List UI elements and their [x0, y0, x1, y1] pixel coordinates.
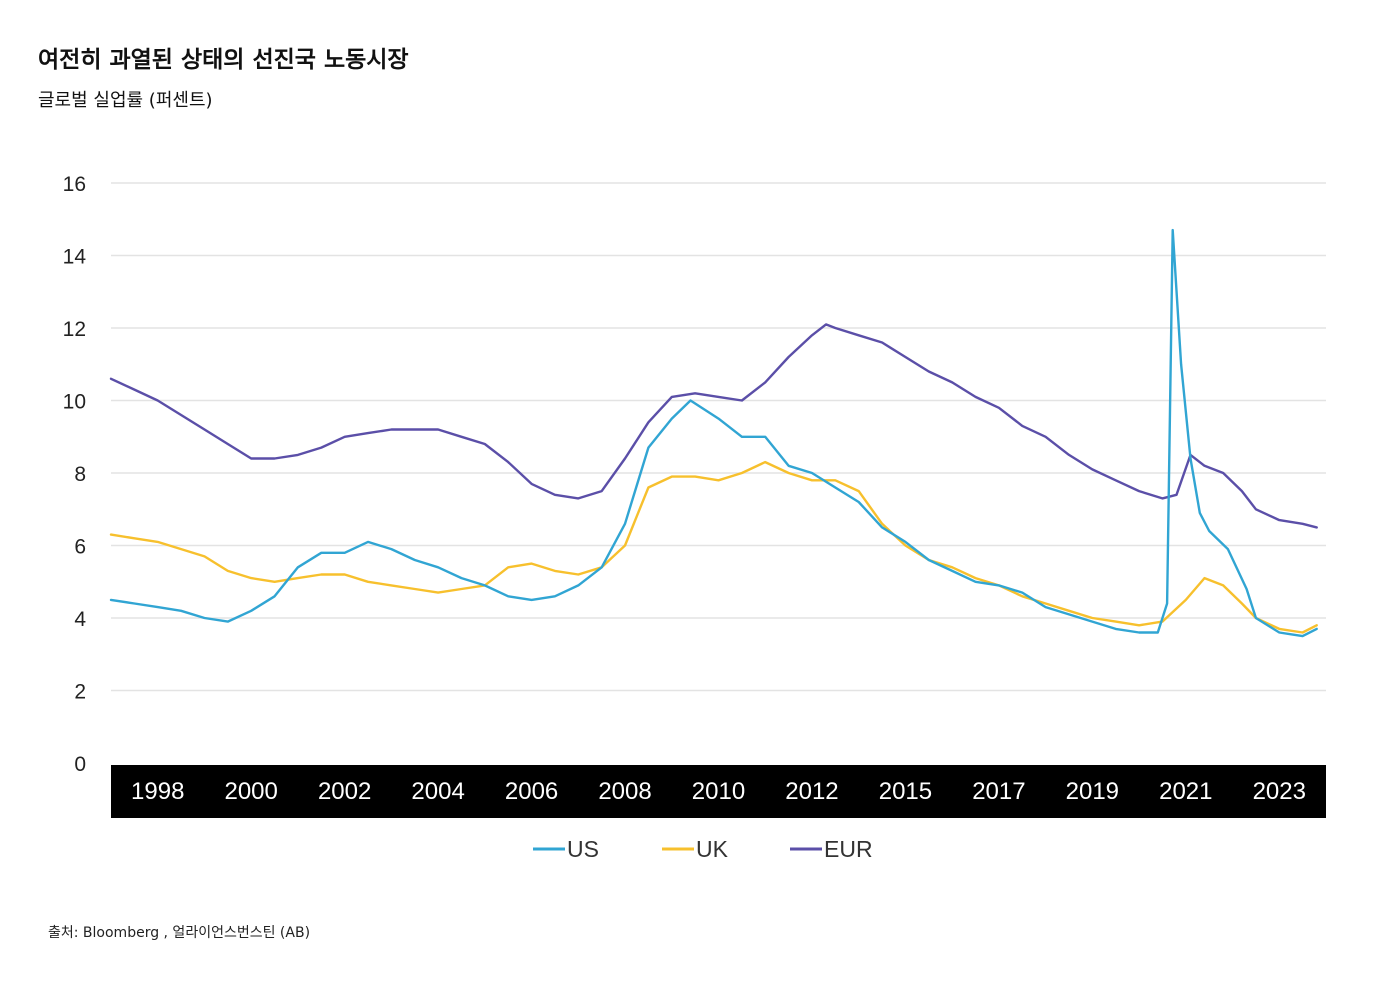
x-tick-label: 2008	[598, 778, 651, 805]
x-tick-label: 2017	[972, 778, 1025, 805]
x-tick-label: 2002	[318, 778, 371, 805]
source-note: 출처: Bloomberg , 얼라이언스번스틴 (AB)	[48, 925, 311, 941]
y-tick-label: 14	[63, 246, 87, 269]
y-tick-label: 10	[63, 391, 86, 414]
x-tick-label: 2004	[411, 778, 464, 805]
x-tick-label: 2019	[1066, 778, 1119, 805]
x-tick-label: 2015	[879, 778, 932, 805]
chart-subtitle: 글로벌 실업률 (퍼센트)	[38, 90, 213, 111]
legend-label-us: US	[567, 836, 599, 862]
y-tick-label: 6	[74, 536, 86, 559]
x-axis-band	[111, 765, 1326, 818]
line-chart: 0 2 4 6 8 10 12 14 16 1998 2000 2002 2004 2006 2008 201…	[63, 173, 1326, 862]
x-tick-label: 2023	[1253, 778, 1306, 805]
x-tick-label: 2021	[1159, 778, 1212, 805]
y-tick-label: 16	[63, 173, 86, 196]
series-line-eur	[109, 323, 1318, 529]
x-tick-label: 2010	[692, 778, 745, 805]
x-tick-label: 1998	[131, 778, 184, 805]
legend-label-eur: EUR	[824, 836, 873, 862]
y-tick-label: 4	[74, 608, 86, 631]
x-tick-label: 2006	[505, 778, 558, 805]
x-tick-label: 2000	[224, 778, 277, 805]
series-line-uk	[109, 460, 1318, 634]
y-tick-label: 0	[74, 753, 86, 776]
x-tick-label: 2012	[785, 778, 838, 805]
legend-label-uk: UK	[696, 836, 729, 862]
series-line-us	[109, 228, 1318, 638]
y-tick-label: 2	[74, 681, 86, 704]
y-tick-label: 12	[63, 318, 86, 341]
chart-title: 여전히 과열된 상태의 선진국 노동시장	[38, 47, 409, 73]
y-tick-label: 8	[74, 463, 86, 486]
